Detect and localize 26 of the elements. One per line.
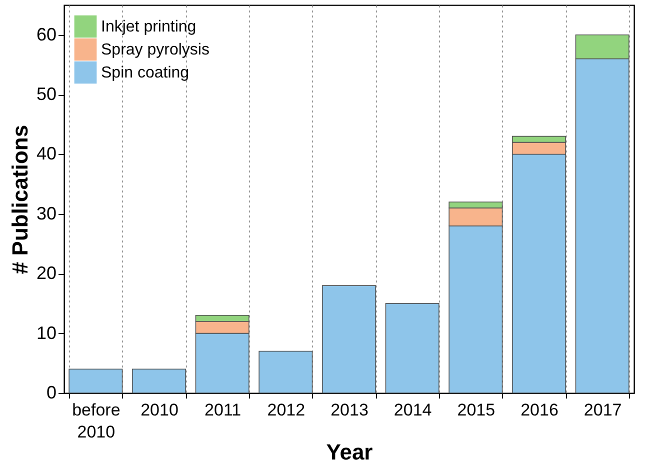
bar (385, 303, 440, 394)
bar (132, 368, 186, 394)
y-axis-title: # Publications (7, 124, 32, 274)
bar (258, 350, 313, 394)
bar (322, 285, 376, 394)
y-tick-label: 20 (36, 263, 56, 284)
legend-label: Spin coating (101, 64, 190, 82)
x-tick-label: 2010 (140, 400, 178, 420)
y-tick-label: 40 (36, 144, 56, 164)
x-tick-label: 2015 (457, 400, 496, 420)
bar (68, 368, 123, 394)
y-tick-label: 50 (36, 84, 56, 104)
x-tick-label: 2011 (204, 400, 242, 420)
y-tick-label: 60 (36, 24, 56, 44)
x-tick-label: 2017 (584, 400, 622, 420)
x-tick-label: before 2010 (72, 400, 120, 442)
legend-label: Inkjet printing (101, 18, 196, 36)
x-tick-label: 2012 (267, 400, 306, 420)
x-axis-title: Year (326, 440, 374, 464)
y-tick-label: 0 (46, 382, 56, 402)
x-tick-label: 2014 (394, 400, 432, 420)
x-tick-label: 2016 (520, 400, 558, 420)
legend-label: Spray pyrolysis (101, 42, 210, 58)
y-tick-label: 10 (36, 322, 56, 343)
x-tick-label: 2013 (330, 400, 368, 420)
y-tick-label: 30 (36, 203, 56, 224)
